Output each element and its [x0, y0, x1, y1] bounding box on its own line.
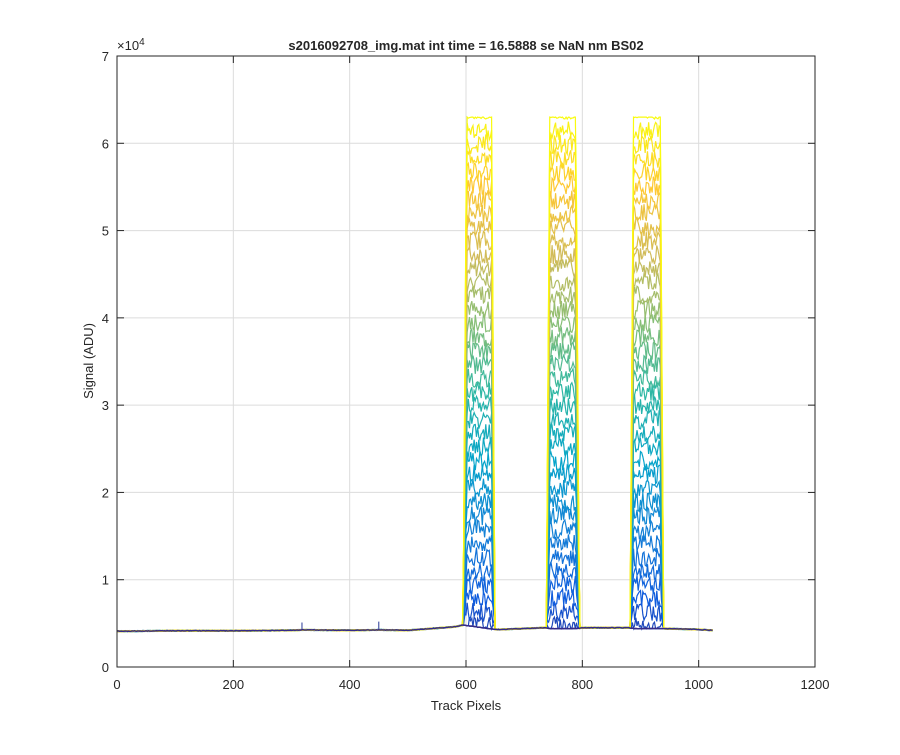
x-tick-label: 800: [571, 677, 593, 692]
y-tick-label: 6: [102, 136, 109, 151]
series-line: [116, 394, 713, 633]
x-axis-ticks: 0 200 400 600 800 1000 1200: [113, 56, 829, 692]
series-line: [116, 450, 713, 633]
series-line: [116, 121, 713, 633]
x-tick-label: 400: [339, 677, 361, 692]
series-line: [116, 463, 713, 633]
series-line: [116, 339, 713, 633]
chart-title: s2016092708_img.mat int time = 16.5888 s…: [288, 38, 643, 53]
series-line: [116, 380, 713, 633]
y-tick-label: 2: [102, 485, 109, 500]
series-line: [116, 423, 713, 633]
series-line: [116, 504, 713, 633]
series-line: [116, 230, 713, 633]
x-tick-label: 1200: [801, 677, 830, 692]
series-line: [116, 408, 713, 633]
series-line: [116, 534, 713, 633]
series-line: [116, 217, 713, 633]
series-line: [116, 366, 713, 633]
series-line: [116, 547, 713, 633]
x-tick-label: 1000: [684, 677, 713, 692]
series-line: [116, 115, 713, 633]
plot-area: [116, 115, 714, 633]
y-tick-label: 3: [102, 398, 109, 413]
y-tick-label: 7: [102, 49, 109, 64]
y-tick-label: 1: [102, 573, 109, 588]
series-line: [116, 270, 713, 633]
series-line: [116, 573, 713, 633]
series-line: [116, 477, 713, 633]
series-line: [116, 203, 713, 633]
x-tick-label: 0: [113, 677, 120, 692]
y-tick-label: 0: [102, 660, 109, 675]
y-exponent-power: 4: [139, 37, 145, 48]
x-tick-label: 600: [455, 677, 477, 692]
series-line: [116, 299, 713, 633]
series-line: [116, 160, 713, 633]
series-line: [116, 189, 713, 633]
series-line: [116, 175, 713, 633]
y-tick-label: 5: [102, 224, 109, 239]
x-tick-label: 200: [222, 677, 244, 692]
baseline-line: [116, 624, 713, 633]
series-line: [116, 587, 713, 633]
series-line: [116, 353, 713, 633]
x-axis-label: Track Pixels: [431, 698, 502, 713]
series-line: [116, 146, 714, 633]
y-axis-ticks: 0 1 2 3 4 5 6 7: [102, 49, 815, 675]
y-exponent-base: ×104: [117, 37, 145, 53]
y-tick-label: 4: [102, 311, 109, 326]
series-line: [116, 437, 713, 633]
series-line: [116, 491, 713, 633]
y-axis-label: Signal (ADU): [81, 323, 96, 399]
series-line: [116, 245, 713, 633]
series-line: [116, 518, 713, 633]
series-line: [116, 134, 713, 633]
series-line: [116, 561, 713, 633]
series-line: [116, 313, 713, 633]
series-line: [116, 258, 713, 633]
series-line: [116, 325, 713, 633]
